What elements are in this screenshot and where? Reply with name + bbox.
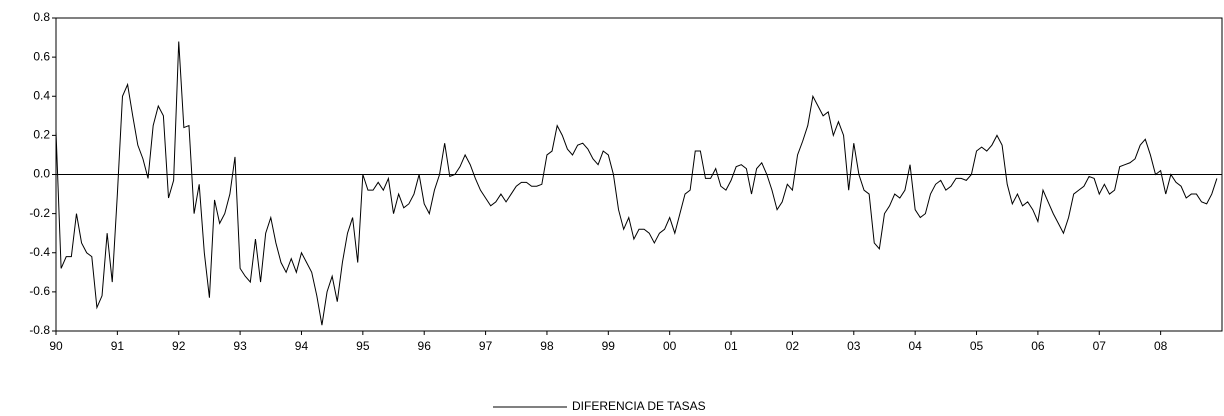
legend-label: DIFERENCIA DE TASAS (572, 399, 706, 413)
y-tick-label: -0.8 (29, 323, 50, 337)
x-tick-label: 99 (602, 339, 616, 353)
x-tick-label: 90 (49, 339, 63, 353)
x-tick-label: 05 (970, 339, 984, 353)
x-tick-label: 94 (295, 339, 309, 353)
x-tick-label: 93 (233, 339, 247, 353)
x-tick-label: 06 (1031, 339, 1045, 353)
x-tick-label: 01 (724, 339, 738, 353)
x-tick-label: 98 (540, 339, 554, 353)
y-tick-label: 0.0 (33, 167, 50, 181)
x-tick-label: 02 (786, 339, 800, 353)
y-tick-label: 0.6 (33, 49, 50, 63)
x-tick-label: 08 (1154, 339, 1168, 353)
x-tick-label: 97 (479, 339, 493, 353)
y-tick-label: 0.8 (33, 10, 50, 24)
x-tick-label: 07 (1093, 339, 1107, 353)
y-tick-label: -0.2 (29, 206, 50, 220)
y-tick-label: -0.6 (29, 284, 50, 298)
y-tick-label: 0.2 (33, 128, 50, 142)
x-tick-label: 92 (172, 339, 186, 353)
y-tick-label: 0.4 (33, 88, 50, 102)
y-tick-label: -0.4 (29, 245, 50, 259)
x-tick-label: 00 (663, 339, 677, 353)
series-line (55, 41, 1218, 326)
x-tick-label: 04 (908, 339, 922, 353)
x-tick-label: 03 (847, 339, 861, 353)
x-tick-label: 96 (418, 339, 432, 353)
x-tick-label: 95 (356, 339, 370, 353)
x-tick-label: 91 (111, 339, 125, 353)
